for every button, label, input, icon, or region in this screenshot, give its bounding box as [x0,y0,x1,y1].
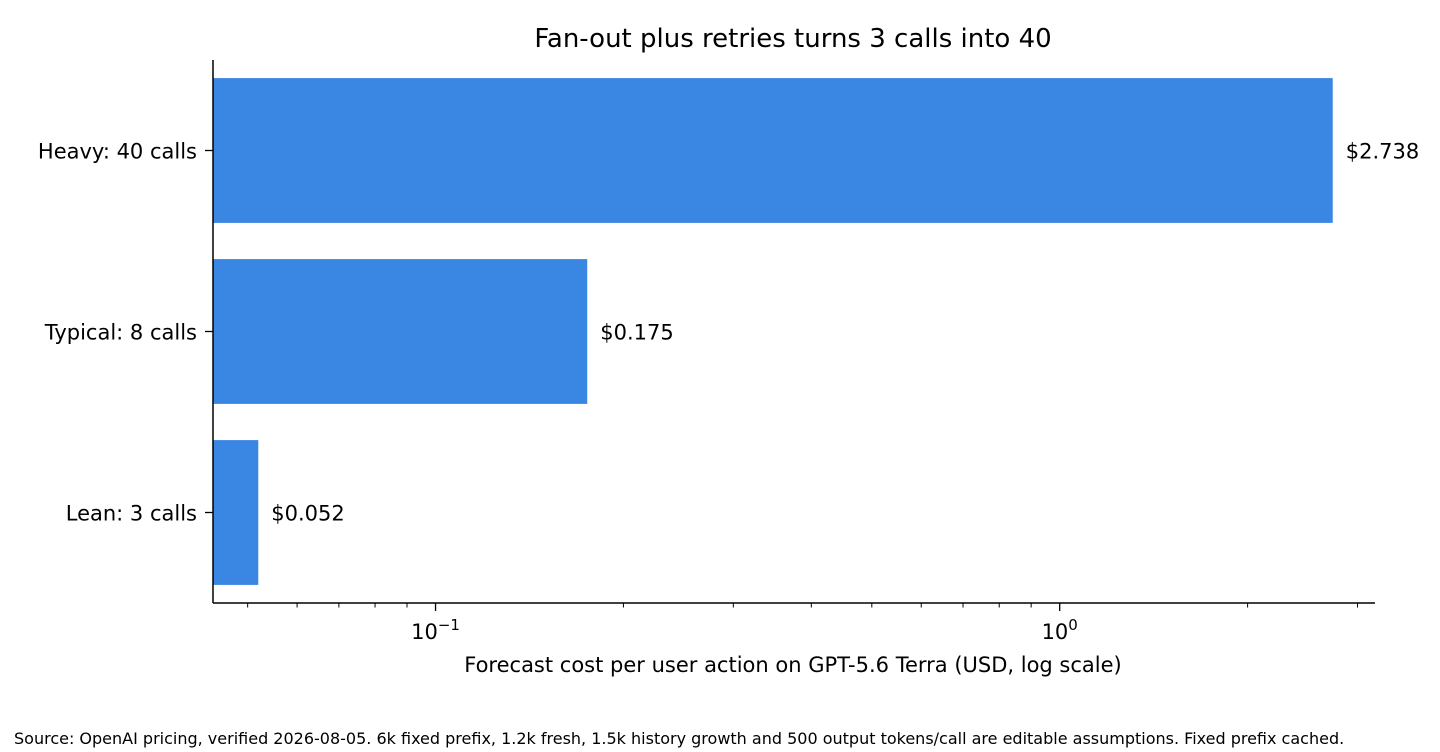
y-category-label: Lean: 3 calls [66,502,197,526]
bar-value-label: $0.052 [271,502,344,526]
y-category-label: Heavy: 40 calls [38,140,197,164]
y-category-label: Typical: 8 calls [44,321,197,345]
bar-value-label: $0.175 [600,321,673,345]
x-tick-label: 10−1 [411,616,460,644]
bar-value-label: $2.738 [1346,140,1419,164]
bar [213,78,1333,223]
source-footnote: Source: OpenAI pricing, verified 2026-08… [14,729,1345,748]
x-tick-label: 100 [1042,616,1078,644]
bars-layer: $2.738 $0.175 $0.052 [213,78,1419,585]
bar [213,259,588,404]
axes-layer: Heavy: 40 calls Typical: 8 calls Lean: 3 c… [38,60,1375,644]
x-axis-label: Forecast cost per user action on GPT-5.6… [464,653,1121,677]
chart-title: Fan-out plus retries turns 3 calls into … [534,24,1051,54]
bar [213,440,259,585]
